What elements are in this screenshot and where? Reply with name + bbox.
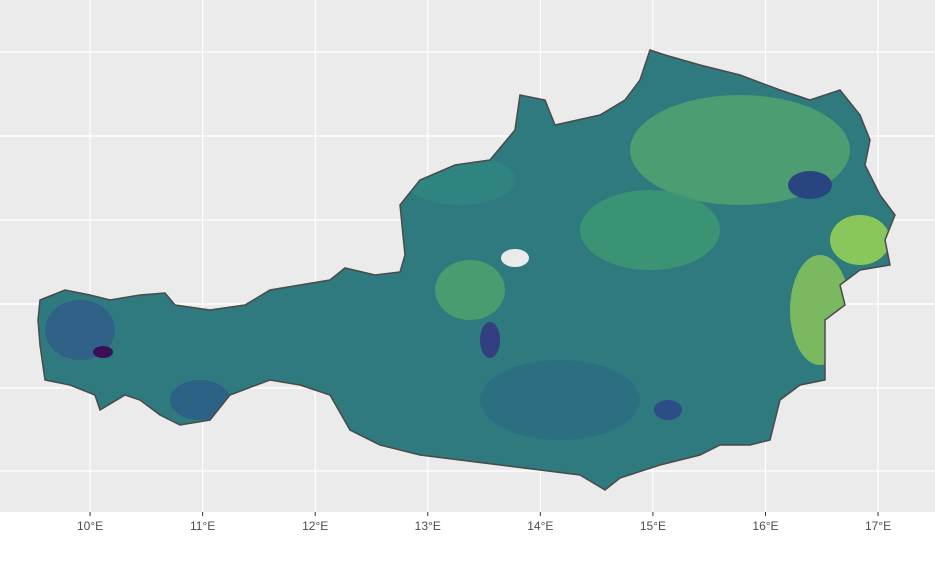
x-axis: 10°E 11°E 12°E 13°E 14°E 15°E 16°E 17°E	[77, 512, 891, 533]
x-tick-label: 16°E	[752, 519, 778, 533]
x-tick-label: 15°E	[640, 519, 666, 533]
x-tick-label: 11°E	[190, 519, 215, 533]
x-tick-label: 10°E	[77, 519, 103, 533]
x-tick-label: 12°E	[302, 519, 328, 533]
x-tick-label: 14°E	[527, 519, 553, 533]
x-tick-label: 13°E	[415, 519, 441, 533]
x-tick-label: 17°E	[865, 519, 891, 533]
